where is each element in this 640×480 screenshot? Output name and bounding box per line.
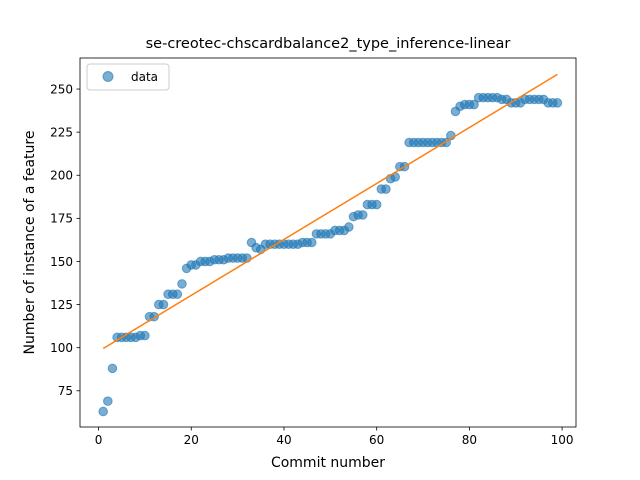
- data-point: [371, 199, 382, 210]
- y-tick-label: 200: [50, 169, 73, 183]
- data-point: [306, 237, 317, 248]
- x-tick-label: 40: [276, 433, 291, 447]
- x-axis-title: Commit number: [271, 455, 385, 471]
- y-tick-label: 75: [58, 384, 73, 398]
- y-tick-label: 125: [50, 298, 73, 312]
- x-axis: 0 20 40 60 80 100: [95, 427, 574, 447]
- data-point: [98, 406, 108, 417]
- y-axis: 75 100 125 150 175 200 225 250: [50, 82, 80, 398]
- x-tick-label: 20: [184, 433, 199, 447]
- fit-line: [102, 73, 558, 350]
- legend-marker-data: [102, 71, 114, 82]
- y-tick-label: 150: [50, 255, 73, 269]
- axes-frame: [79, 57, 577, 428]
- data-point: [344, 222, 354, 232]
- y-axis-title: Number of instance of a feature: [22, 131, 38, 355]
- data-point: [177, 279, 187, 289]
- y-tick-label: 100: [50, 341, 73, 355]
- data-point: [552, 98, 563, 108]
- legend-box: [86, 63, 170, 91]
- data-point: [172, 289, 183, 300]
- legend-label-data: data: [131, 70, 158, 84]
- data-point: [158, 299, 169, 310]
- data-point: [357, 210, 368, 220]
- chart-title: se-creotec-chscardbalance2_type_inferenc…: [146, 36, 511, 52]
- x-tick-label: 80: [462, 433, 477, 447]
- data-point: [381, 184, 391, 194]
- y-tick-label: 175: [50, 212, 73, 226]
- data-point: [107, 363, 118, 374]
- legend: data: [86, 63, 170, 91]
- data-point: [103, 396, 113, 406]
- y-tick-label: 250: [50, 82, 73, 96]
- x-tick-label: 0: [95, 433, 103, 447]
- plot-area: [98, 73, 563, 417]
- x-tick-label: 60: [369, 433, 384, 447]
- data-point: [140, 330, 150, 341]
- y-tick-label: 225: [50, 125, 73, 139]
- x-tick-label: 100: [551, 433, 574, 447]
- data-point: [469, 99, 479, 110]
